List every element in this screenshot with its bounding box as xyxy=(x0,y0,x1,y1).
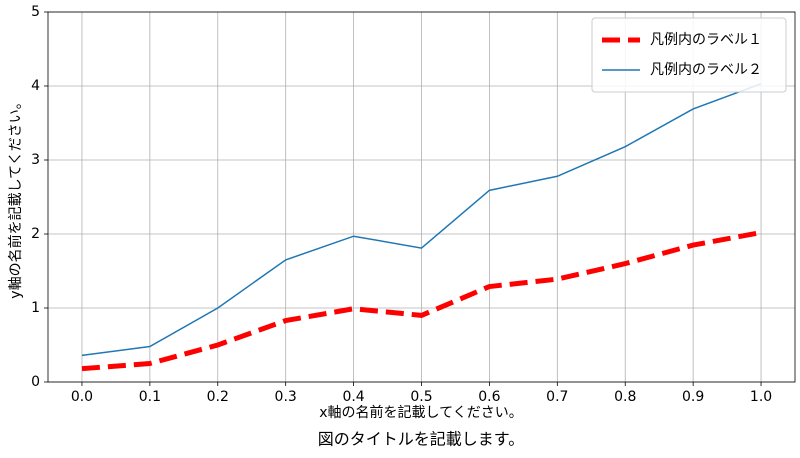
line-series xyxy=(81,230,762,372)
x-axis-label: x軸の名前を記載してください。 xyxy=(319,404,522,421)
x-tick-label: 0.0 xyxy=(71,389,93,405)
x-tick-label: 0.2 xyxy=(207,389,229,405)
chart-title: 図のタイトルを記載します。 xyxy=(318,430,524,449)
y-axis-label: y軸の名前を記載してください。 xyxy=(7,95,24,298)
legend-label: 凡例内のラベル２ xyxy=(650,62,762,78)
x-tick-label: 0.6 xyxy=(478,389,500,405)
legend-label: 凡例内のラベル１ xyxy=(650,32,762,48)
x-tick-label: 0.7 xyxy=(546,389,568,405)
x-tick-label: 0.5 xyxy=(410,389,432,405)
plot-frame xyxy=(47,11,796,383)
y-tick-label: 3 xyxy=(31,152,40,168)
y-tick-label: 1 xyxy=(31,300,40,316)
y-tick-label: 4 xyxy=(31,78,40,94)
y-tick-label: 5 xyxy=(31,4,40,20)
x-tick-label: 0.9 xyxy=(682,389,704,405)
y-tick-label: 0 xyxy=(31,374,40,390)
y-tick-label: 2 xyxy=(31,226,40,242)
x-tick-label: 0.3 xyxy=(275,389,297,405)
line-series xyxy=(81,83,762,357)
x-tick-label: 0.8 xyxy=(614,389,636,405)
x-tick-label: 1.0 xyxy=(750,389,772,405)
x-tick-label: 0.4 xyxy=(342,389,364,405)
x-tick-label: 0.1 xyxy=(139,389,161,405)
legend-box xyxy=(591,17,787,93)
